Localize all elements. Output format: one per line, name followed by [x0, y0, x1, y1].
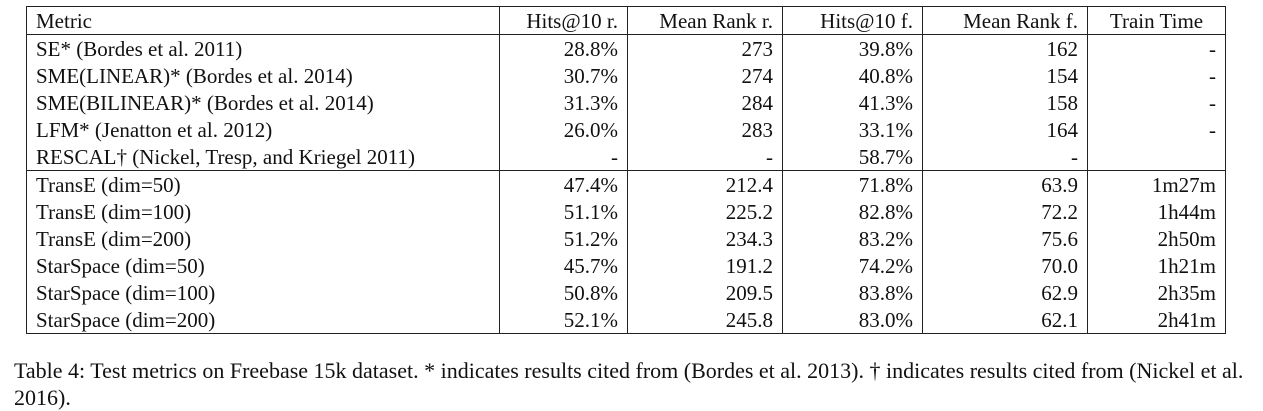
header-row: Metric Hits@10 r. Mean Rank r. Hits@10 f…	[26, 6, 1226, 35]
cell-mean-rank-raw: 283	[627, 116, 783, 143]
cell-hits10-filtered: 71.8%	[782, 170, 923, 198]
cell-mean-rank-filtered: 70.0	[922, 252, 1088, 279]
cell-hits10-raw: -	[499, 143, 628, 171]
cell-hits10-raw: 51.2%	[499, 225, 628, 252]
cell-metric: RESCAL† (Nickel, Tresp, and Kriegel 2011…	[26, 143, 500, 171]
cell-metric: SME(LINEAR)* (Bordes et al. 2014)	[26, 62, 500, 89]
results-table-container: Metric Hits@10 r. Mean Rank r. Hits@10 f…	[26, 6, 1226, 334]
cell-mean-rank-filtered: -	[922, 143, 1088, 171]
cell-metric: SME(BILINEAR)* (Bordes et al. 2014)	[26, 89, 500, 116]
header-hits10-raw: Hits@10 r.	[499, 6, 628, 35]
cell-mean-rank-filtered: 63.9	[922, 170, 1088, 198]
cell-mean-rank-raw: 234.3	[627, 225, 783, 252]
cell-mean-rank-filtered: 62.9	[922, 279, 1088, 306]
cell-train-time: 1m27m	[1087, 170, 1226, 198]
cell-hits10-raw: 51.1%	[499, 198, 628, 225]
cell-mean-rank-filtered: 164	[922, 116, 1088, 143]
cell-hits10-filtered: 58.7%	[782, 143, 923, 171]
cell-train-time: 1h21m	[1087, 252, 1226, 279]
cell-hits10-raw: 52.1%	[499, 306, 628, 334]
cell-train-time: -	[1087, 62, 1226, 89]
cell-mean-rank-filtered: 158	[922, 89, 1088, 116]
cell-hits10-raw: 50.8%	[499, 279, 628, 306]
cell-mean-rank-raw: 225.2	[627, 198, 783, 225]
cell-train-time: -	[1087, 89, 1226, 116]
cell-mean-rank-raw: 284	[627, 89, 783, 116]
table-row: StarSpace (dim=200) 52.1% 245.8 83.0% 62.1 2h…	[26, 306, 1226, 334]
cell-hits10-filtered: 83.0%	[782, 306, 923, 334]
header-train-time: Train Time	[1087, 6, 1226, 35]
cell-metric: StarSpace (dim=100)	[26, 279, 500, 306]
cell-hits10-filtered: 83.8%	[782, 279, 923, 306]
cell-mean-rank-raw: 273	[627, 34, 783, 62]
cell-hits10-raw: 30.7%	[499, 62, 628, 89]
results-table: Metric Hits@10 r. Mean Rank r. Hits@10 f…	[26, 6, 1226, 334]
cell-hits10-raw: 47.4%	[499, 170, 628, 198]
table-row: SME(LINEAR)* (Bordes et al. 2014) 30.7% 27…	[26, 62, 1226, 89]
cell-train-time	[1087, 143, 1226, 171]
cell-metric: TransE (dim=200)	[26, 225, 500, 252]
cell-mean-rank-raw: 212.4	[627, 170, 783, 198]
cell-hits10-raw: 31.3%	[499, 89, 628, 116]
cell-metric: LFM* (Jenatton et al. 2012)	[26, 116, 500, 143]
table-caption: Table 4: Test metrics on Freebase 15k da…	[14, 358, 1244, 410]
table-row: TransE (dim=100) 51.1% 225.2 82.8% 72.2 1h44m	[26, 198, 1226, 225]
cell-metric: TransE (dim=100)	[26, 198, 500, 225]
header-mean-rank-raw: Mean Rank r.	[627, 6, 783, 35]
cell-metric: StarSpace (dim=200)	[26, 306, 500, 334]
cell-train-time: -	[1087, 116, 1226, 143]
cell-mean-rank-raw: 245.8	[627, 306, 783, 334]
cell-hits10-raw: 45.7%	[499, 252, 628, 279]
table-row: LFM* (Jenatton et al. 2012) 26.0% 283 33.1%…	[26, 116, 1226, 143]
header-mean-rank-filtered: Mean Rank f.	[922, 6, 1088, 35]
table-header: Metric Hits@10 r. Mean Rank r. Hits@10 f…	[26, 6, 1226, 35]
cell-hits10-filtered: 82.8%	[782, 198, 923, 225]
cell-metric: TransE (dim=50)	[26, 170, 500, 198]
cell-train-time: 2h41m	[1087, 306, 1226, 334]
cell-hits10-filtered: 40.8%	[782, 62, 923, 89]
cell-hits10-raw: 28.8%	[499, 34, 628, 62]
table-row: SME(BILINEAR)* (Bordes et al. 2014) 31.3%…	[26, 89, 1226, 116]
table-row: StarSpace (dim=100) 50.8% 209.5 83.8% 62.9 2h…	[26, 279, 1226, 306]
table-body: SE* (Bordes et al. 2011) 28.8% 273 39.8% 162…	[26, 34, 1226, 334]
cell-hits10-filtered: 41.3%	[782, 89, 923, 116]
cell-mean-rank-filtered: 154	[922, 62, 1088, 89]
table-row: TransE (dim=50) 47.4% 212.4 71.8% 63.9 1m27m	[26, 170, 1226, 198]
table-row: StarSpace (dim=50) 45.7% 191.2 74.2% 70.0 1h2…	[26, 252, 1226, 279]
cell-mean-rank-filtered: 62.1	[922, 306, 1088, 334]
cell-train-time: -	[1087, 34, 1226, 62]
cell-mean-rank-raw: 209.5	[627, 279, 783, 306]
cell-hits10-filtered: 74.2%	[782, 252, 923, 279]
header-metric: Metric	[26, 6, 500, 35]
cell-mean-rank-raw: 274	[627, 62, 783, 89]
cell-hits10-filtered: 83.2%	[782, 225, 923, 252]
cell-hits10-filtered: 39.8%	[782, 34, 923, 62]
cell-train-time: 2h50m	[1087, 225, 1226, 252]
cell-mean-rank-raw: 191.2	[627, 252, 783, 279]
table-row: TransE (dim=200) 51.2% 234.3 83.2% 75.6 2h50m	[26, 225, 1226, 252]
cell-train-time: 1h44m	[1087, 198, 1226, 225]
cell-train-time: 2h35m	[1087, 279, 1226, 306]
cell-mean-rank-filtered: 162	[922, 34, 1088, 62]
table-row: SE* (Bordes et al. 2011) 28.8% 273 39.8% 162…	[26, 34, 1226, 62]
cell-mean-rank-filtered: 75.6	[922, 225, 1088, 252]
cell-mean-rank-raw: -	[627, 143, 783, 171]
header-hits10-filtered: Hits@10 f.	[782, 6, 923, 35]
cell-metric: SE* (Bordes et al. 2011)	[26, 34, 500, 62]
cell-mean-rank-filtered: 72.2	[922, 198, 1088, 225]
cell-metric: StarSpace (dim=50)	[26, 252, 500, 279]
table-row: RESCAL† (Nickel, Tresp, and Kriegel 2011…	[26, 143, 1226, 171]
cell-hits10-filtered: 33.1%	[782, 116, 923, 143]
cell-hits10-raw: 26.0%	[499, 116, 628, 143]
